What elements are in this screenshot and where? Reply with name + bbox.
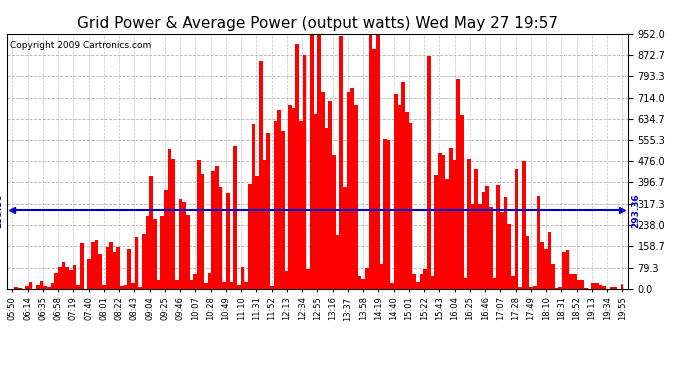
Text: Copyright 2009 Cartronics.com: Copyright 2009 Cartronics.com <box>10 41 151 50</box>
Text: 293.36: 293.36 <box>0 193 3 228</box>
Title: Grid Power & Average Power (output watts) Wed May 27 19:57: Grid Power & Average Power (output watts… <box>77 16 558 31</box>
Text: 293.36: 293.36 <box>631 193 640 228</box>
